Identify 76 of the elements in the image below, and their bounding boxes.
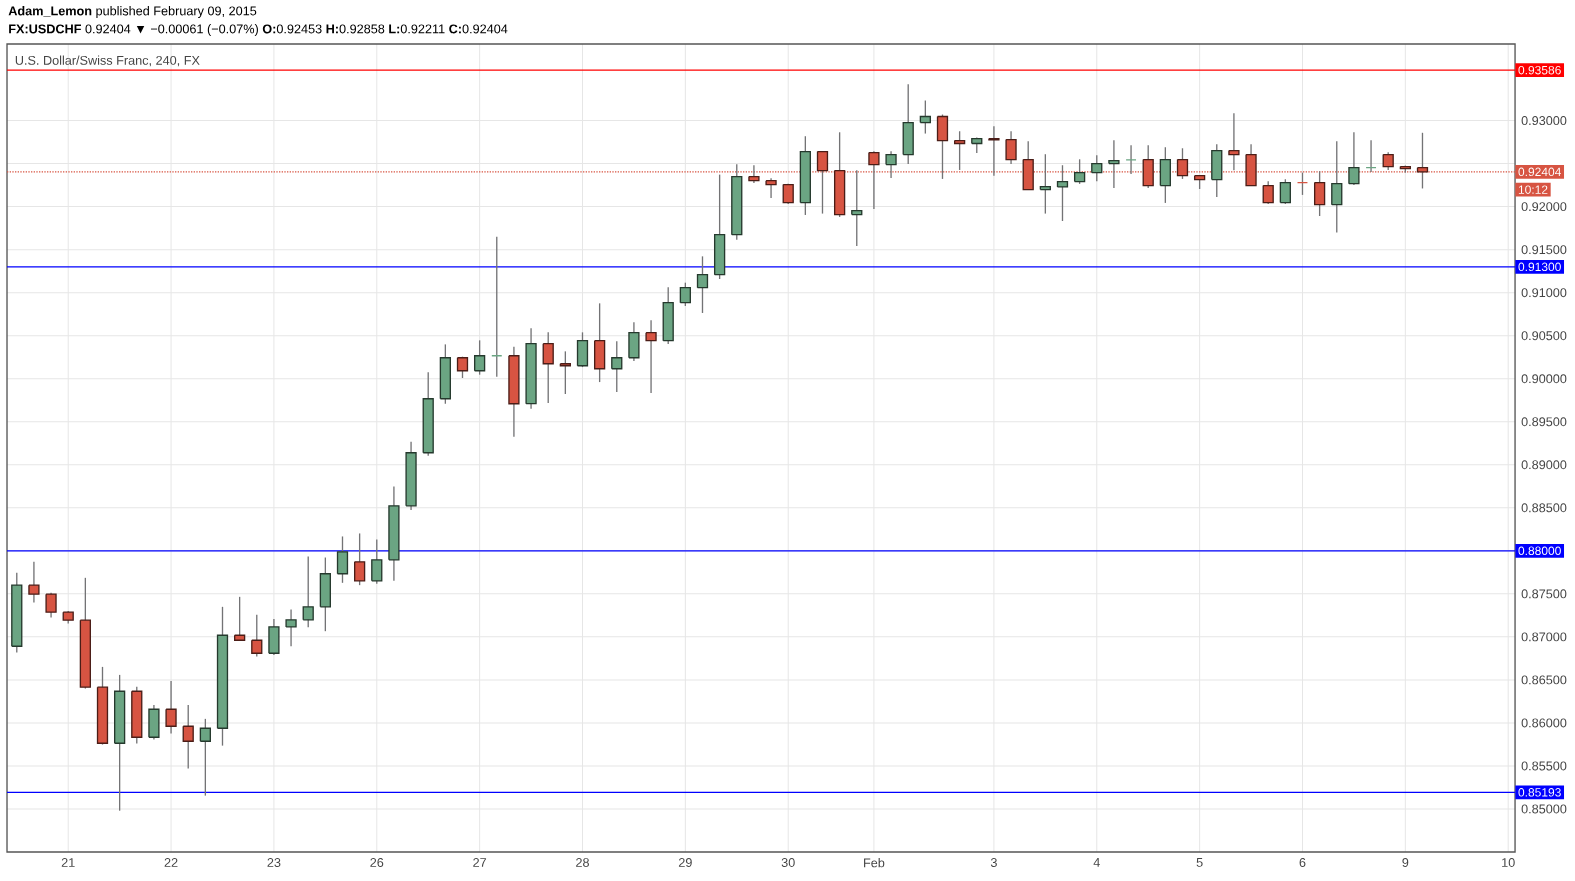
candlestick <box>473 339 486 376</box>
ref-line-label: 0.88000 <box>1518 546 1561 556</box>
candlestick <box>1005 130 1017 165</box>
y-tick-label: 0.85000 <box>1521 804 1567 814</box>
candlestick <box>233 596 246 641</box>
x-tick-label: 9 <box>1402 858 1409 867</box>
candlestick <box>45 592 57 619</box>
x-tick-label: 3 <box>990 858 997 867</box>
text: 10:12 <box>1518 185 1548 194</box>
candlestick <box>491 235 503 378</box>
candlestick <box>182 704 194 770</box>
candlestick <box>1365 139 1377 173</box>
x-tick-label: 29 <box>678 858 692 867</box>
text: Adam_Lemon published February 09, 2015 <box>8 6 257 18</box>
candlestick <box>1073 158 1086 185</box>
candlestick <box>353 532 366 586</box>
candlestick <box>302 555 314 628</box>
candlestick <box>645 319 657 394</box>
ref-line-label: 0.93586 <box>1518 65 1561 75</box>
ref-line-label: 0.91300 <box>1518 262 1561 272</box>
candlestick <box>336 535 349 584</box>
candlestick <box>1262 180 1274 205</box>
y-tick-label: 0.86000 <box>1521 718 1567 728</box>
candlestick <box>1108 139 1120 189</box>
y-tick-label: 0.93000 <box>1521 116 1567 126</box>
candlestick <box>851 169 863 247</box>
text: FX:USDCHF 0.92404 ▼ −0.00061 (−0.07%) O:0.92453 H:0.92858 L:0.92211 C:0.92404 <box>9 24 508 36</box>
x-tick-label: 27 <box>473 858 487 867</box>
x-tick-label: 23 <box>267 858 281 867</box>
x-tick-label: 30 <box>781 858 795 867</box>
candlestick <box>371 538 383 585</box>
candlestick <box>1348 131 1360 186</box>
x-tick-label: Feb <box>864 858 885 868</box>
candlestick <box>1279 178 1291 205</box>
ref-line-label: 0.85193 <box>1518 788 1561 797</box>
text: U.S. Dollar/Swiss Franc, 240, FX <box>15 55 200 67</box>
x-tick-label: 10 <box>1502 858 1515 867</box>
candlestick <box>1056 164 1069 222</box>
y-tick-label: 0.87500 <box>1521 589 1567 599</box>
candlestick <box>919 99 931 135</box>
y-tick-label: 0.86500 <box>1521 675 1567 685</box>
x-tick-label: 6 <box>1299 858 1306 867</box>
candlestick <box>1296 171 1309 196</box>
candlestick <box>1039 153 1051 215</box>
y-tick-label: 0.91500 <box>1521 245 1567 255</box>
candlestick <box>28 561 40 604</box>
y-tick-label: 0.89500 <box>1521 417 1567 427</box>
candlestick <box>199 718 211 797</box>
candlestick <box>542 331 554 404</box>
candlestick <box>285 608 297 647</box>
candlestick <box>679 282 691 307</box>
candlestick <box>165 680 177 735</box>
y-tick-label: 0.91000 <box>1521 288 1567 298</box>
x-tick-label: 5 <box>1196 858 1203 867</box>
y-tick-label: 0.87000 <box>1521 632 1567 642</box>
candlestick <box>559 350 571 395</box>
x-tick-label: 22 <box>164 858 178 867</box>
x-tick-label: 26 <box>370 858 384 867</box>
candlestick <box>1331 140 1343 234</box>
y-tick-label: 0.90500 <box>1521 331 1567 341</box>
y-tick-label: 0.89000 <box>1521 460 1567 470</box>
candlestick <box>885 150 897 179</box>
ref-line-label: 0.92404 <box>1518 167 1561 177</box>
candlestick <box>1091 154 1103 182</box>
candlestick <box>251 614 263 658</box>
candlestick <box>696 255 709 314</box>
y-tick-label: 0.92000 <box>1521 202 1567 212</box>
candlestick <box>1125 144 1137 175</box>
candlestick <box>611 340 623 393</box>
candlestick <box>765 177 777 199</box>
x-tick-label: 4 <box>1093 858 1100 867</box>
x-tick-label: 28 <box>576 858 589 867</box>
x-tick-label: 21 <box>61 858 75 867</box>
y-tick-label: 0.85500 <box>1521 761 1567 771</box>
y-tick-label: 0.88500 <box>1521 503 1567 513</box>
y-tick-label: 0.90000 <box>1521 374 1567 384</box>
